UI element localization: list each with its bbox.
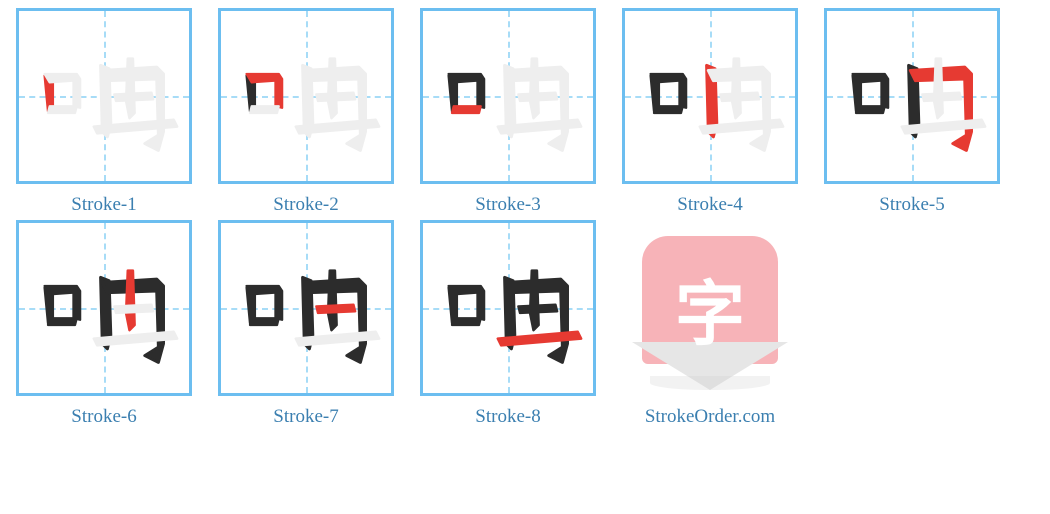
stroke-path-kou-bottom bbox=[856, 106, 885, 113]
stroke-path-kou-bottom bbox=[250, 318, 279, 325]
stroke-path-mid-horiz bbox=[518, 305, 557, 314]
stroke-svg bbox=[423, 223, 593, 393]
stroke-label: Stroke-1 bbox=[71, 194, 136, 216]
stroke-path-center-vert bbox=[530, 59, 539, 119]
logo-character: 字 bbox=[622, 258, 798, 359]
stroke-path-center-vert bbox=[328, 59, 337, 119]
stroke-cell-5: Stroke-5 bbox=[824, 8, 1000, 216]
stroke-label: Stroke-8 bbox=[475, 406, 540, 428]
stroke-row-1: Stroke-1 Stroke-2 Stroke-3 St bbox=[16, 8, 1034, 216]
stroke-cell-7: Stroke-7 bbox=[218, 220, 394, 428]
stroke-svg bbox=[221, 11, 391, 181]
stroke-cell-3: Stroke-3 bbox=[420, 8, 596, 216]
stroke-cell-6: Stroke-6 bbox=[16, 220, 192, 428]
stroke-tile bbox=[16, 220, 192, 396]
stroke-svg bbox=[221, 223, 391, 393]
stroke-label: Stroke-2 bbox=[273, 194, 338, 216]
stroke-svg bbox=[19, 11, 189, 181]
stroke-cell-2: Stroke-2 bbox=[218, 8, 394, 216]
stroke-cell-1: Stroke-1 bbox=[16, 8, 192, 216]
stroke-path-mid-horiz bbox=[114, 305, 153, 314]
stroke-tile bbox=[824, 8, 1000, 184]
stroke-path-center-vert bbox=[328, 271, 337, 331]
stroke-path-mid-horiz bbox=[316, 305, 355, 314]
site-label: StrokeOrder.com bbox=[645, 406, 775, 428]
stroke-label: Stroke-6 bbox=[71, 406, 136, 428]
stroke-path-center-vert bbox=[934, 59, 943, 119]
stroke-path-mid-horiz bbox=[518, 93, 557, 102]
logo-cell: 字 StrokeOrder.com bbox=[622, 220, 798, 428]
stroke-cell-8: Stroke-8 bbox=[420, 220, 596, 428]
stroke-tile bbox=[16, 8, 192, 184]
stroke-path-mid-horiz bbox=[922, 93, 961, 102]
stroke-path-mid-horiz bbox=[114, 93, 153, 102]
stroke-label: Stroke-3 bbox=[475, 194, 540, 216]
stroke-tile bbox=[420, 8, 596, 184]
stroke-svg bbox=[827, 11, 997, 181]
stroke-svg bbox=[19, 223, 189, 393]
stroke-path-center-vert bbox=[126, 271, 135, 331]
stroke-tile bbox=[218, 220, 394, 396]
stroke-path-kou-bottom bbox=[452, 106, 481, 113]
stroke-path-center-vert bbox=[530, 271, 539, 331]
stroke-path-kou-bottom bbox=[452, 318, 481, 325]
stroke-path-center-vert bbox=[126, 59, 135, 119]
stroke-label: Stroke-5 bbox=[879, 194, 944, 216]
stroke-path-mid-horiz bbox=[720, 93, 759, 102]
stroke-tile bbox=[420, 220, 596, 396]
pencil-tip-icon bbox=[650, 376, 770, 390]
stroke-tile bbox=[218, 8, 394, 184]
stroke-path-center-vert bbox=[732, 59, 741, 119]
stroke-svg bbox=[625, 11, 795, 181]
stroke-label: Stroke-4 bbox=[677, 194, 742, 216]
stroke-order-diagram: Stroke-1 Stroke-2 Stroke-3 St bbox=[0, 0, 1050, 440]
logo-tile: 字 bbox=[622, 220, 798, 396]
stroke-row-2: Stroke-6 Stroke-7 Stroke-8 字 S bbox=[16, 220, 1034, 428]
stroke-label: Stroke-7 bbox=[273, 406, 338, 428]
stroke-path-kou-bottom bbox=[654, 106, 683, 113]
stroke-tile bbox=[622, 8, 798, 184]
stroke-path-kou-bottom bbox=[250, 106, 279, 113]
stroke-path-kou-bottom bbox=[48, 106, 77, 113]
stroke-cell-4: Stroke-4 bbox=[622, 8, 798, 216]
stroke-path-kou-bottom bbox=[48, 318, 77, 325]
stroke-path-mid-horiz bbox=[316, 93, 355, 102]
stroke-svg bbox=[423, 11, 593, 181]
